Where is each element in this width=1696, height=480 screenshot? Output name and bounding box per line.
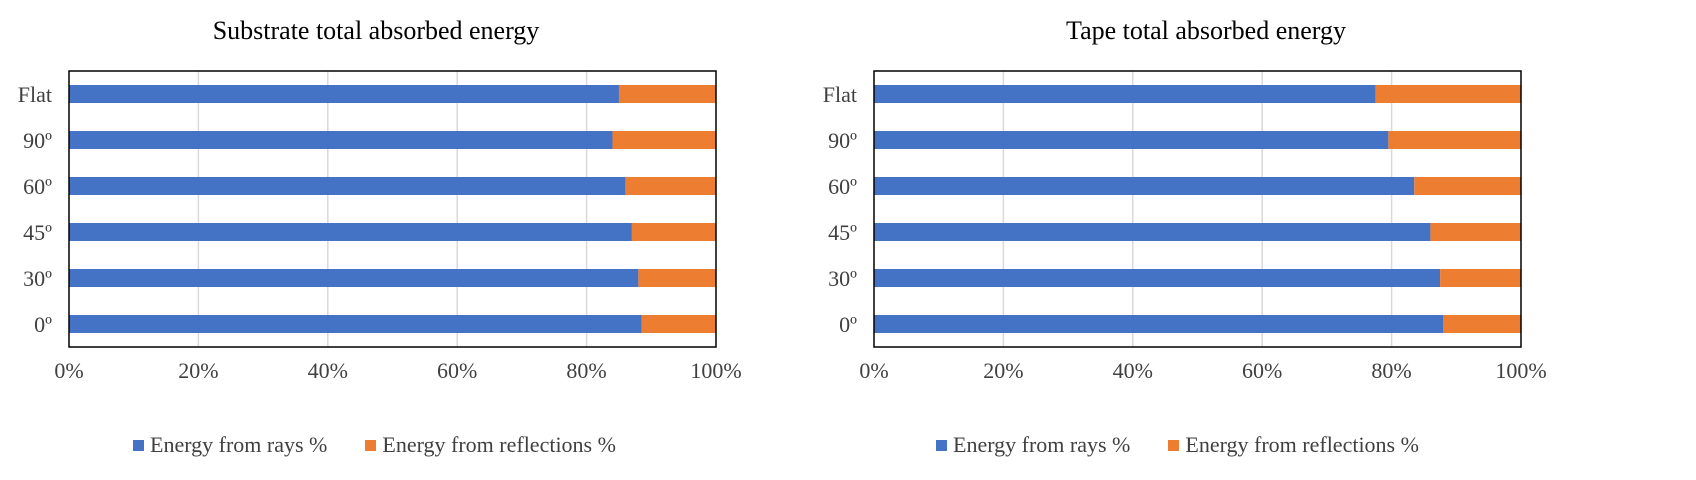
bar-reflections [641, 315, 716, 333]
chart-title: Substrate total absorbed energy [212, 16, 540, 45]
bar-reflections [1443, 315, 1521, 333]
y-tick-label: 0º [34, 312, 52, 337]
bar-rays [874, 177, 1415, 195]
substrate-chart: Substrate total absorbed energy Flat 90º 6… [18, 16, 742, 460]
bar-reflections [1440, 269, 1521, 287]
legend-swatch-rays [133, 439, 144, 451]
x-tick-label: 80% [1371, 358, 1411, 383]
plot-frame [873, 70, 1522, 348]
bar-rays [69, 85, 619, 103]
y-tick-label: 30º [23, 266, 52, 291]
bar-rays [69, 269, 639, 287]
x-tick-label: 60% [437, 358, 477, 383]
bar-reflections [638, 269, 716, 287]
chart-legend: Energy from rays % Energy from reflectio… [936, 430, 1457, 460]
legend-swatch-rays [936, 439, 947, 451]
y-tick-label: 90º [23, 128, 52, 153]
legend-item-reflections: Energy from reflections % [1168, 432, 1419, 458]
bar-rays [69, 177, 626, 195]
y-tick-label: Flat [823, 82, 857, 107]
plot-frame [68, 70, 717, 348]
bar-rays [69, 223, 632, 241]
bar-reflections [612, 131, 716, 149]
y-tick-label: 0º [839, 312, 857, 337]
legend-label-reflections: Energy from reflections % [1185, 432, 1419, 457]
x-tick-label: 40% [308, 358, 348, 383]
legend-item-reflections: Energy from reflections % [365, 432, 616, 458]
bar-reflections [1414, 177, 1521, 195]
legend-swatch-reflections [1168, 439, 1180, 451]
x-tick-label: 40% [1113, 358, 1153, 383]
bar-rays [69, 315, 642, 333]
x-tick-label: 100% [690, 358, 741, 383]
substrate-plot-area: Flat 90º 60º 45º 30º 0º0% 20% 40% 60% 80% 100% [18, 70, 742, 383]
bar-rays [874, 315, 1444, 333]
y-tick-label: 60º [23, 174, 52, 199]
bar-reflections [1430, 223, 1521, 241]
y-tick-label: 60º [828, 174, 857, 199]
tape-chart: Tape total absorbed energy Flat 90º 60º 45º… [823, 0, 1696, 480]
x-tick-label: 0% [54, 358, 83, 383]
legend-label-rays: Energy from rays % [953, 432, 1131, 457]
tape-plot-area: Flat 90º 60º 45º 30º 0º0% 20% 40% 60% 80% 100% [823, 70, 1547, 383]
chart-legend: Energy from rays % Energy from reflectio… [133, 430, 654, 460]
x-tick-label: 0% [859, 358, 888, 383]
x-tick-label: 20% [178, 358, 218, 383]
x-tick-label: 60% [1242, 358, 1282, 383]
bar-rays [874, 223, 1431, 241]
bar-rays [874, 131, 1389, 149]
y-tick-label: 45º [23, 220, 52, 245]
bar-reflections [625, 177, 716, 195]
legend-label-rays: Energy from rays % [150, 432, 328, 457]
y-tick-label: Flat [18, 82, 52, 107]
bar-reflections [618, 85, 716, 103]
legend-label-reflections: Energy from reflections % [382, 432, 616, 457]
bar-rays [69, 131, 613, 149]
bar-reflections [1375, 85, 1521, 103]
chart-title: Tape total absorbed energy [1066, 16, 1346, 45]
legend-item-rays: Energy from rays % [936, 432, 1130, 458]
bar-rays [874, 269, 1441, 287]
y-tick-label: 30º [828, 266, 857, 291]
legend-swatch-reflections [365, 439, 377, 451]
bar-reflections [1388, 131, 1521, 149]
bar-reflections [631, 223, 716, 241]
bar-rays [874, 85, 1376, 103]
x-tick-label: 80% [566, 358, 606, 383]
x-tick-label: 100% [1495, 358, 1546, 383]
y-tick-label: 90º [828, 128, 857, 153]
x-tick-label: 20% [983, 358, 1023, 383]
y-tick-label: 45º [828, 220, 857, 245]
legend-item-rays: Energy from rays % [133, 432, 327, 458]
